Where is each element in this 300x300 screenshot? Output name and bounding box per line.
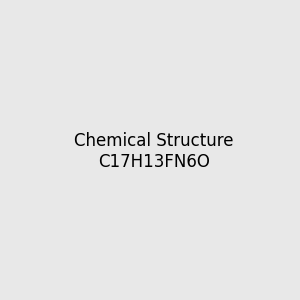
Text: Chemical Structure
C17H13FN6O: Chemical Structure C17H13FN6O: [74, 132, 233, 171]
